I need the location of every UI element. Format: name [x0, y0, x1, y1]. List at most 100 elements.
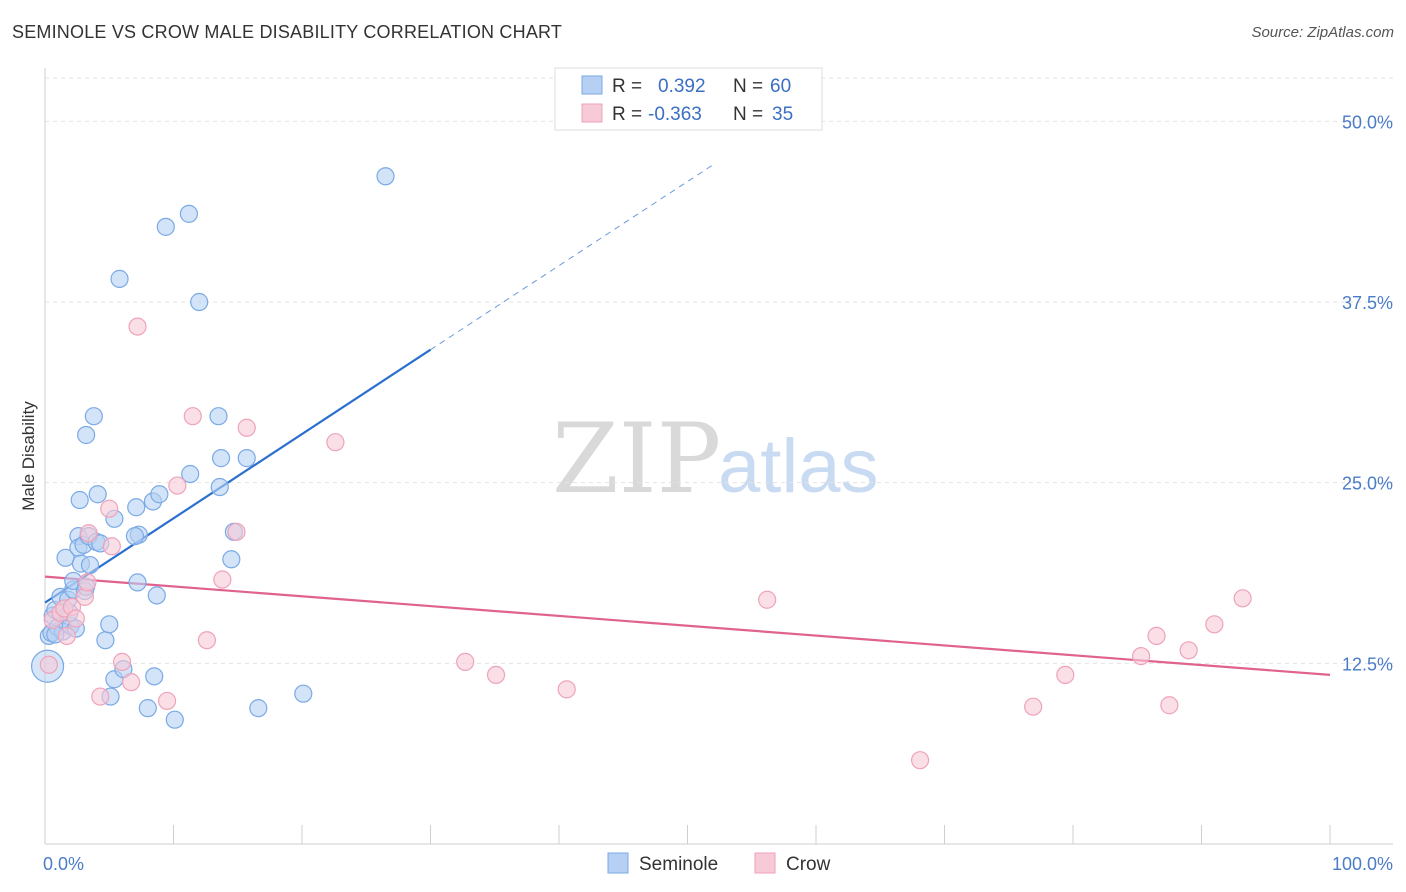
- seminole-point: [165, 710, 184, 729]
- crow-point: [157, 691, 177, 711]
- y-tick-label-0: 12.5%: [1342, 654, 1393, 674]
- y-tick-labels: 12.5% 25.0% 37.5% 50.0%: [1342, 112, 1393, 674]
- crow-point: [112, 652, 132, 671]
- crow-point: [227, 522, 246, 541]
- crow-point: [237, 418, 256, 437]
- seminole-point: [179, 204, 199, 223]
- crow-point: [486, 665, 506, 685]
- watermark-atlas: atlas: [718, 424, 879, 509]
- crow-point: [128, 317, 147, 336]
- seminole-point: [376, 167, 395, 186]
- seminole-point: [77, 425, 96, 445]
- seminole-point: [237, 449, 256, 468]
- legend-crow-label: Crow: [786, 854, 831, 875]
- crow-point: [121, 673, 141, 692]
- x-tick-label-min: 0.0%: [43, 854, 84, 874]
- crow-swatch-icon: [581, 103, 603, 123]
- data-points: [30, 167, 1252, 770]
- seminole-point: [138, 699, 157, 718]
- seminole-point: [88, 485, 107, 504]
- stats-legend: R = 0.392 N = 60 R = -0.363 N = 35: [554, 67, 823, 131]
- chart-title: SEMINOLE VS CROW MALE DISABILITY CORRELA…: [12, 22, 563, 42]
- crow-n-value: 35: [772, 104, 793, 125]
- seminole-point: [147, 586, 166, 605]
- series-seminole: [30, 167, 395, 729]
- crow-point: [1205, 615, 1224, 634]
- crow-point: [1147, 626, 1166, 645]
- seminole-trend-extension: [430, 164, 714, 351]
- crow-point: [197, 631, 217, 650]
- seminole-point: [294, 684, 313, 703]
- crow-point: [758, 590, 777, 609]
- seminole-n-value: 60: [770, 76, 791, 97]
- crow-point: [183, 407, 202, 426]
- x-tick-labels: 0.0% 100.0%: [43, 854, 1393, 874]
- axes: [44, 68, 1393, 845]
- legend-seminole-label: Seminole: [639, 854, 718, 875]
- crow-r-value: -0.363: [648, 104, 702, 125]
- seminole-point: [156, 217, 175, 236]
- seminole-n-label: N =: [733, 76, 763, 97]
- legend-crow-icon: [754, 852, 776, 874]
- seminole-point: [210, 477, 229, 497]
- seminole-point: [211, 449, 231, 468]
- crow-point: [1132, 647, 1151, 666]
- crow-point: [57, 626, 76, 645]
- seminole-r-label: R =: [612, 76, 642, 97]
- seminole-point: [96, 631, 115, 650]
- crow-point: [1024, 697, 1043, 716]
- seminole-point: [222, 550, 241, 569]
- crow-point: [1233, 589, 1252, 608]
- watermark-zip: ZIP: [552, 403, 721, 515]
- crow-r-label: R =: [612, 104, 642, 125]
- crow-point: [79, 524, 98, 543]
- source-credit: Source: ZipAtlas.com: [1251, 24, 1394, 41]
- crow-point: [1179, 641, 1198, 660]
- crow-point: [557, 680, 576, 699]
- watermark: ZIP atlas: [552, 403, 879, 515]
- y-axis-label: Male Disability: [19, 401, 38, 511]
- crow-point: [102, 537, 121, 556]
- seminole-point: [70, 490, 89, 510]
- seminole-point: [249, 699, 268, 718]
- y-tick-label-2: 37.5%: [1342, 293, 1393, 313]
- crow-point: [326, 433, 345, 452]
- seminole-r-value: 0.392: [658, 76, 706, 97]
- seminole-point: [84, 407, 103, 426]
- series-legend: Seminole Crow: [607, 852, 831, 875]
- crow-point: [1056, 665, 1075, 685]
- crow-point: [66, 609, 85, 628]
- seminole-swatch-icon: [581, 75, 603, 95]
- crow-point: [168, 476, 187, 495]
- crow-point: [456, 652, 475, 671]
- crow-trend-line: [44, 575, 1331, 676]
- seminole-point: [110, 269, 129, 288]
- crow-point: [39, 655, 58, 674]
- seminole-point: [181, 464, 200, 484]
- seminole-point: [80, 555, 100, 575]
- seminole-point: [150, 485, 169, 504]
- seminole-point: [128, 573, 147, 592]
- x-tick-label-max: 100.0%: [1332, 854, 1393, 874]
- seminole-point: [145, 667, 164, 686]
- seminole-point: [127, 498, 146, 517]
- seminole-point: [209, 407, 228, 426]
- crow-point: [78, 573, 97, 592]
- legend-seminole-icon: [607, 852, 629, 874]
- gridlines: [45, 77, 1393, 664]
- seminole-point: [100, 615, 119, 634]
- crow-point: [910, 751, 930, 770]
- trend-lines: [44, 164, 1331, 676]
- seminole-point: [190, 292, 209, 312]
- seminole-point: [125, 527, 145, 546]
- series-crow: [39, 317, 1252, 770]
- y-tick-label-3: 50.0%: [1342, 112, 1393, 132]
- crow-n-label: N =: [733, 104, 763, 125]
- seminole-trend-line: [44, 348, 432, 604]
- y-tick-label-1: 25.0%: [1342, 474, 1393, 494]
- crow-point: [213, 570, 232, 589]
- crow-point: [100, 499, 119, 518]
- crow-point: [91, 687, 110, 706]
- crow-point: [1160, 696, 1179, 715]
